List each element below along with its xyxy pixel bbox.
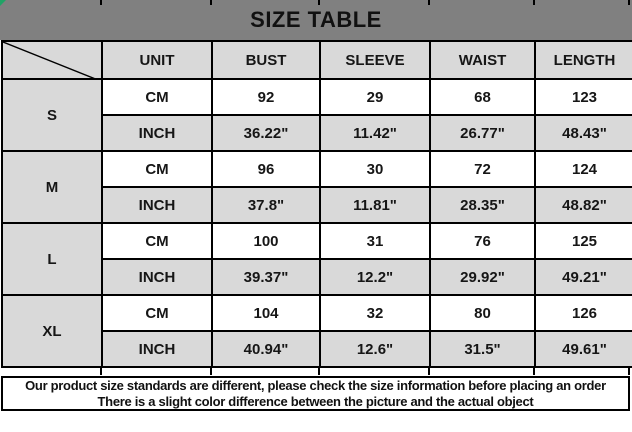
- value-cell: 11.81": [319, 186, 431, 224]
- size-row-l-inch: INCH 39.37" 12.2" 29.92" 49.21": [2, 258, 632, 296]
- size-row-xl-cm: XL CM 104 32 80 126: [1, 294, 632, 368]
- grid-tick: [428, 0, 430, 5]
- value-cell: 72: [429, 150, 536, 188]
- column-header-sleeve: SLEEVE: [319, 40, 431, 80]
- value-cell: 76: [429, 222, 536, 260]
- value-cell: 31.5": [429, 330, 536, 368]
- size-row-s-cm: S CM 92 29 68 123: [1, 78, 632, 152]
- value-cell: 40.94": [211, 330, 321, 368]
- value-cell: 28.35": [429, 186, 536, 224]
- diagonal-header-cell: [1, 40, 103, 80]
- value-cell: 30: [319, 150, 431, 188]
- title-band: SIZE TABLE: [0, 0, 632, 40]
- value-cell: 49.61": [534, 330, 632, 368]
- column-header-waist: WAIST: [429, 40, 536, 80]
- size-table: UNIT BUST SLEEVE WAIST LENGTH S CM 92 29 68 1…: [1, 40, 632, 368]
- footer-note: Our product size standards are different…: [1, 376, 630, 411]
- value-cell: 123: [534, 78, 632, 116]
- value-cell: 92: [211, 78, 321, 116]
- column-header-unit: UNIT: [101, 40, 213, 80]
- value-cell: 125: [534, 222, 632, 260]
- value-cell: 26.77": [429, 114, 536, 152]
- value-cell: 11.42": [319, 114, 431, 152]
- spreadsheet-corner-marker: [0, 0, 6, 6]
- unit-cell: CM: [101, 294, 213, 332]
- value-cell: 48.82": [534, 186, 632, 224]
- unit-cell: INCH: [101, 330, 213, 368]
- grid-tick: [100, 0, 102, 5]
- unit-cell: CM: [101, 150, 213, 188]
- size-row-l-cm: L CM 100 31 76 125: [1, 222, 632, 296]
- value-cell: 29.92": [429, 258, 536, 296]
- grid-tick: [428, 368, 430, 375]
- value-cell: 124: [534, 150, 632, 188]
- value-cell: 126: [534, 294, 632, 332]
- value-cell: 104: [211, 294, 321, 332]
- footer-line-2: There is a slight color difference betwe…: [97, 393, 534, 409]
- size-table-body: UNIT BUST SLEEVE WAIST LENGTH S CM 92 29 68 1…: [1, 40, 632, 368]
- size-row-m-inch: INCH 37.8" 11.81" 28.35" 48.82": [2, 186, 632, 224]
- value-cell: 100: [211, 222, 321, 260]
- value-cell: 12.6": [319, 330, 431, 368]
- diagonal-line: [3, 42, 101, 79]
- size-row-xl-inch: INCH 40.94" 12.6" 31.5" 49.61": [2, 330, 632, 368]
- column-header-length: LENGTH: [534, 40, 632, 80]
- grid-tick: [100, 368, 102, 375]
- grid-tick: [628, 368, 630, 375]
- value-cell: 37.8": [211, 186, 321, 224]
- grid-tick: [533, 368, 535, 375]
- page-title: SIZE TABLE: [250, 7, 382, 32]
- unit-cell: CM: [101, 78, 213, 116]
- value-cell: 80: [429, 294, 536, 332]
- value-cell: 31: [319, 222, 431, 260]
- unit-cell: INCH: [101, 186, 213, 224]
- size-row-m-cm: M CM 96 30 72 124: [1, 150, 632, 224]
- value-cell: 36.22": [211, 114, 321, 152]
- grid-tick: [628, 0, 630, 5]
- value-cell: 39.37": [211, 258, 321, 296]
- grid-ticks-bottom: [0, 368, 632, 376]
- grid-tick: [318, 368, 320, 375]
- unit-cell: CM: [101, 222, 213, 260]
- value-cell: 48.43": [534, 114, 632, 152]
- value-cell: 12.2": [319, 258, 431, 296]
- column-header-bust: BUST: [211, 40, 321, 80]
- grid-tick: [210, 0, 212, 5]
- footer-line-1: Our product size standards are different…: [25, 377, 606, 393]
- size-label-m: M: [1, 150, 103, 224]
- unit-cell: INCH: [101, 114, 213, 152]
- size-label-xl: XL: [1, 294, 103, 368]
- size-row-s-inch: INCH 36.22" 11.42" 26.77" 48.43": [2, 114, 632, 152]
- value-cell: 68: [429, 78, 536, 116]
- value-cell: 49.21": [534, 258, 632, 296]
- grid-tick: [318, 0, 320, 5]
- size-label-s: S: [1, 78, 103, 152]
- unit-cell: INCH: [101, 258, 213, 296]
- value-cell: 32: [319, 294, 431, 332]
- grid-tick: [533, 0, 535, 5]
- value-cell: 96: [211, 150, 321, 188]
- table-header-row: UNIT BUST SLEEVE WAIST LENGTH: [1, 40, 632, 80]
- grid-tick: [210, 368, 212, 375]
- size-label-l: L: [1, 222, 103, 296]
- value-cell: 29: [319, 78, 431, 116]
